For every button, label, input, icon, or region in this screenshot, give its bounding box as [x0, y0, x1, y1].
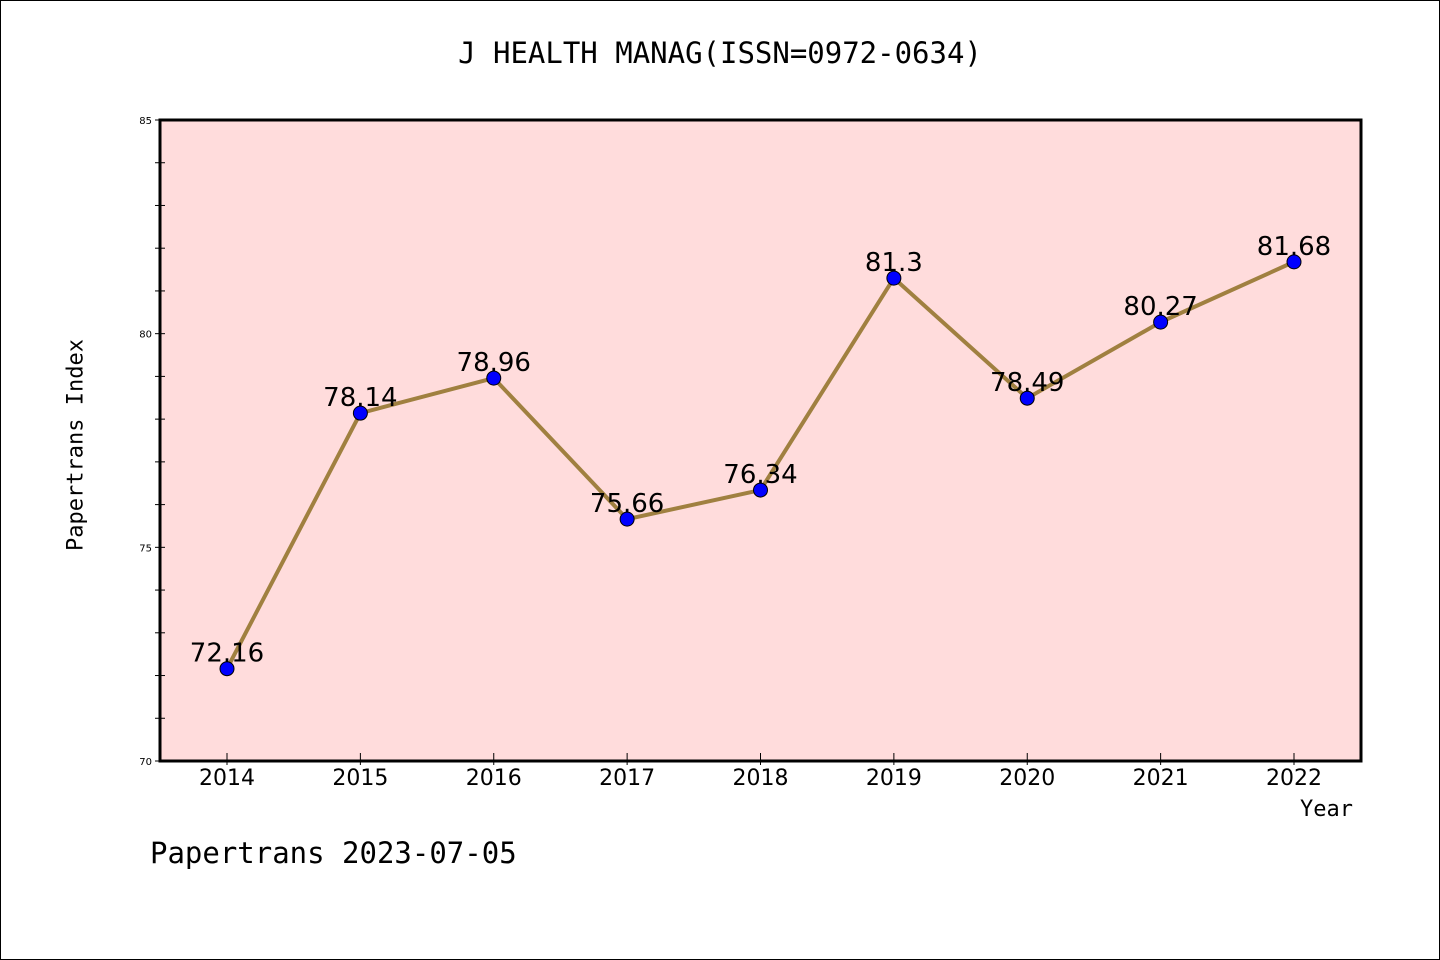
data-label: 72.16 — [190, 639, 264, 669]
data-point — [1019, 390, 1035, 406]
x-tick-label: 2021 — [1133, 766, 1189, 791]
x-tick-label: 2016 — [466, 766, 522, 791]
y-tick-label: 70 — [139, 757, 152, 768]
data-label: 78.96 — [457, 348, 531, 378]
x-tick-label: 2017 — [599, 766, 655, 791]
data-label: 76.34 — [723, 460, 797, 490]
data-point — [886, 270, 902, 286]
plot-area — [158, 118, 1363, 763]
x-tick-label: 2015 — [332, 766, 388, 791]
x-tick-label: 2022 — [1266, 766, 1322, 791]
data-point — [219, 661, 235, 677]
data-point — [1286, 254, 1302, 270]
y-tick-label: 85 — [139, 116, 152, 127]
x-tick-label: 2014 — [199, 766, 255, 791]
data-label: 81.68 — [1257, 232, 1331, 262]
x-tick-label: 2020 — [999, 766, 1055, 791]
chart-title: J HEALTH MANAG(ISSN=0972-0634) — [458, 36, 982, 70]
data-point — [352, 405, 368, 421]
x-tick-label: 2019 — [866, 766, 922, 791]
data-label: 81.3 — [865, 248, 923, 278]
footer-caption: Papertrans 2023-07-05 — [150, 836, 517, 870]
y-axis: 70 75 80 85 — [139, 116, 165, 768]
data-point — [1153, 314, 1169, 330]
data-label: 80.27 — [1123, 292, 1197, 322]
x-tick-label: 2018 — [733, 766, 789, 791]
data-label: 78.14 — [323, 383, 397, 413]
x-axis-label: Year — [1300, 797, 1353, 822]
data-labels: 72.16 78.14 78.96 75.66 76.34 81.3 78.49 80.27 8… — [190, 232, 1331, 669]
data-label: 78.49 — [990, 368, 1064, 398]
data-label: 75.66 — [590, 489, 664, 519]
y-tick-label: 80 — [139, 330, 152, 341]
data-point — [486, 370, 502, 386]
y-tick-label: 75 — [139, 543, 152, 554]
x-axis: 2014 2015 2016 2017 2018 2019 2020 2021 2022 — [199, 753, 1322, 791]
data-point — [753, 482, 768, 498]
series-layer — [219, 254, 1302, 677]
data-point — [619, 511, 635, 527]
